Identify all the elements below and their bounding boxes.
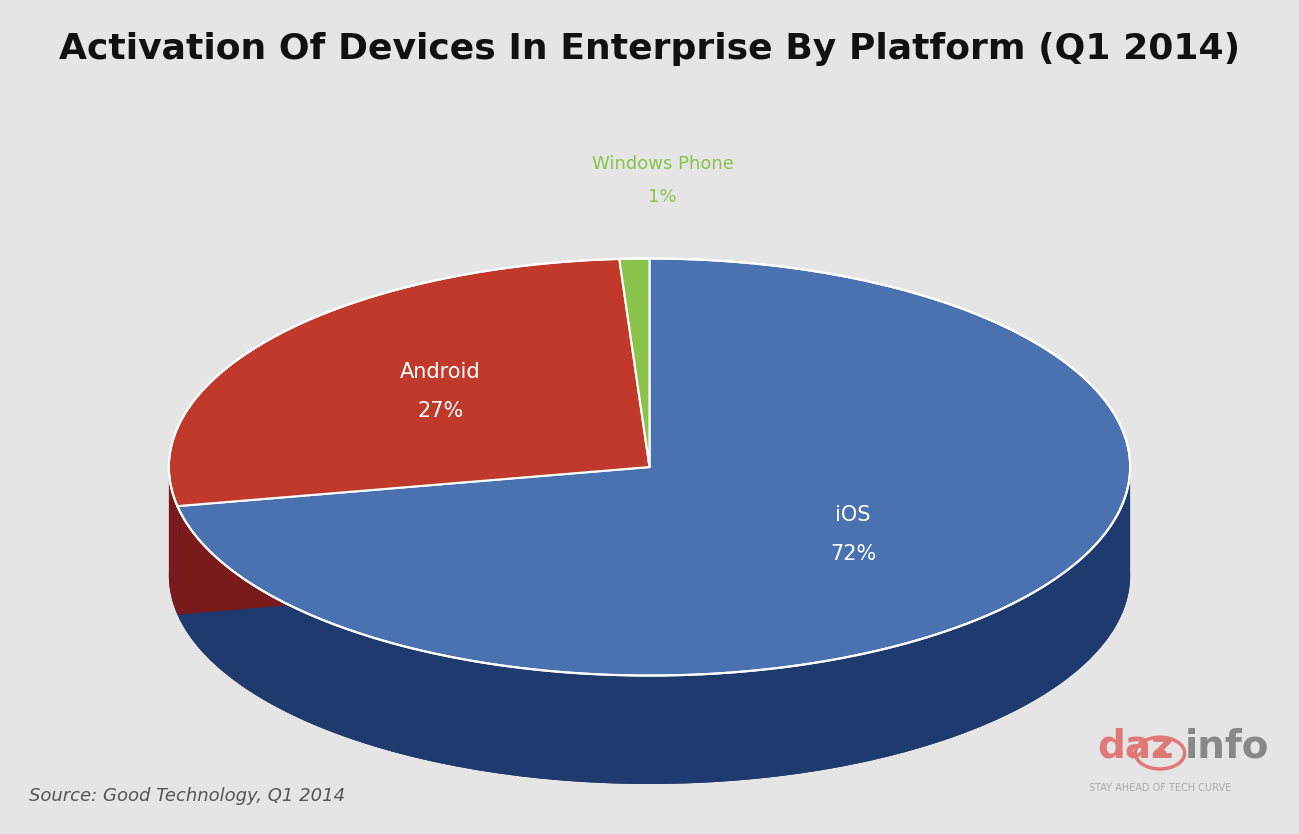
Circle shape [1154, 749, 1167, 757]
Polygon shape [178, 259, 1130, 676]
Polygon shape [620, 259, 650, 467]
Polygon shape [169, 467, 178, 615]
Polygon shape [169, 259, 650, 506]
Polygon shape [178, 467, 650, 615]
Ellipse shape [169, 367, 1130, 784]
Text: daz: daz [1098, 727, 1174, 766]
Text: Source: Good Technology, Q1 2014: Source: Good Technology, Q1 2014 [29, 787, 344, 806]
Text: info: info [1185, 727, 1269, 766]
Text: Activation Of Devices In Enterprise By Platform (Q1 2014): Activation Of Devices In Enterprise By P… [58, 32, 1241, 66]
Text: 27%: 27% [417, 401, 464, 421]
Text: 1%: 1% [648, 188, 677, 206]
Text: Windows Phone: Windows Phone [591, 155, 734, 173]
Polygon shape [178, 468, 1130, 784]
Text: 72%: 72% [830, 545, 877, 565]
Text: Android: Android [400, 362, 481, 382]
Text: iOS: iOS [835, 505, 870, 525]
Text: STAY AHEAD OF TECH CURVE: STAY AHEAD OF TECH CURVE [1089, 783, 1231, 793]
Polygon shape [178, 467, 650, 615]
